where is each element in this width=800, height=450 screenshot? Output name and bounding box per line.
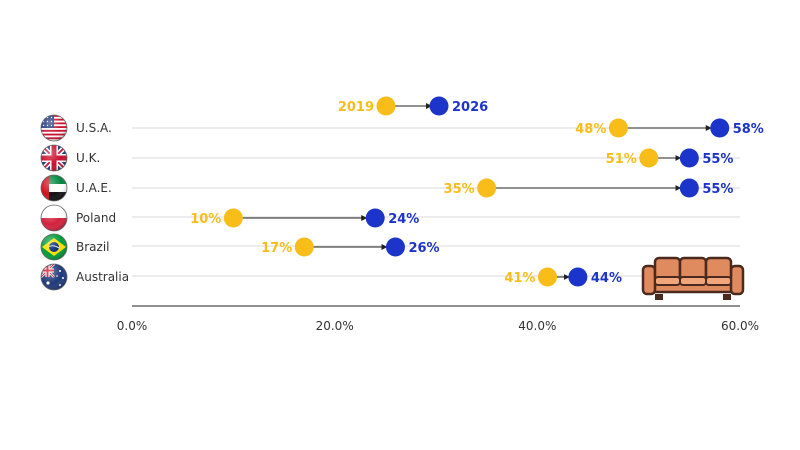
country-label: U.K. <box>76 151 100 165</box>
point-2019 <box>537 267 557 287</box>
sofa-icon <box>641 256 745 300</box>
point-2026 <box>679 148 699 168</box>
point-2026 <box>365 208 385 228</box>
point-2019 <box>294 237 314 257</box>
point-2019 <box>223 208 243 228</box>
row-Poland: 10% 24% Poland <box>76 208 419 228</box>
legend-label-2026: 2026 <box>452 100 488 115</box>
legend-marker-2026 <box>429 96 449 116</box>
x-axis-ticks: 0.0% 20.0% 40.0% 60.0% <box>117 319 759 333</box>
row-Australia: 41% 44% Australia <box>76 267 622 287</box>
poland-flag-icon <box>40 204 68 232</box>
label-2026: 55% <box>702 152 733 167</box>
data-rows: 48% 58% U.S.A. 51% 55% U.K. 35% 55% U.A.E. 10% 24%… <box>76 118 764 287</box>
point-2019 <box>639 148 659 168</box>
x-tick-label: 20.0% <box>316 319 354 333</box>
point-2019 <box>477 178 497 198</box>
x-tick-label: 40.0% <box>518 319 556 333</box>
label-2019: 10% <box>190 212 221 227</box>
country-label: Australia <box>76 270 129 284</box>
uk-flag-icon <box>40 144 68 172</box>
point-2026 <box>710 118 730 138</box>
point-2019 <box>608 118 628 138</box>
usa-flag-icon <box>40 114 68 142</box>
x-tick-label: 60.0% <box>721 319 759 333</box>
row-U.A.E.: 35% 55% U.A.E. <box>76 178 733 198</box>
label-2026: 58% <box>733 122 764 137</box>
uae-flag-icon <box>40 174 68 202</box>
label-2026: 24% <box>388 212 419 227</box>
row-U.K.: 51% 55% U.K. <box>76 148 733 168</box>
legend-marker-2019 <box>376 96 396 116</box>
australia-flag-icon <box>40 263 68 291</box>
country-label: U.A.E. <box>76 181 112 195</box>
country-label: Brazil <box>76 240 110 254</box>
label-2026: 44% <box>591 271 622 286</box>
country-label: Poland <box>76 211 116 225</box>
label-2019: 17% <box>261 241 292 256</box>
label-2026: 55% <box>702 182 733 197</box>
label-2026: 26% <box>408 241 439 256</box>
legend: 2019 2026 <box>338 96 488 116</box>
country-label: U.S.A. <box>76 121 112 135</box>
point-2026 <box>385 237 405 257</box>
legend-label-2019: 2019 <box>338 100 374 115</box>
brazil-flag-icon <box>40 233 68 261</box>
row-U.S.A.: 48% 58% U.S.A. <box>76 118 764 138</box>
point-2026 <box>679 178 699 198</box>
label-2019: 35% <box>444 182 475 197</box>
label-2019: 51% <box>606 152 637 167</box>
label-2019: 48% <box>575 122 606 137</box>
country-flags <box>40 114 68 291</box>
point-2026 <box>568 267 588 287</box>
x-tick-label: 0.0% <box>117 319 148 333</box>
label-2019: 41% <box>504 271 535 286</box>
row-Brazil: 17% 26% Brazil <box>76 237 440 257</box>
